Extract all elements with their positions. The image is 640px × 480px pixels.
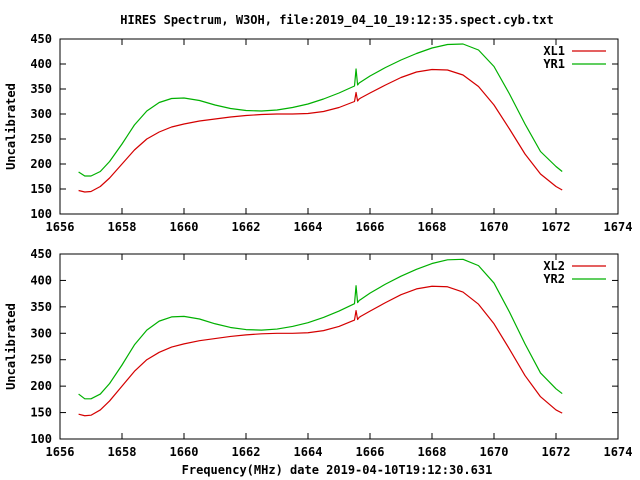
y-axis-label: Uncalibrated <box>4 303 18 390</box>
y-tick-label: 450 <box>30 32 52 46</box>
x-tick-label: 1656 <box>46 220 75 234</box>
plot-panel-1: 100 150 200 250 300 350 400 450 1656 1658 1660 1662… <box>4 32 632 234</box>
legend-label: YR1 <box>543 57 565 71</box>
y-tick-label: 100 <box>30 432 52 446</box>
x-tick-label: 1666 <box>356 220 385 234</box>
series-line-xl2 <box>78 285 563 417</box>
x-tick-label: 1668 <box>418 445 447 459</box>
y-tick-label: 200 <box>30 157 52 171</box>
legend-label: YR2 <box>543 272 565 286</box>
plot-frame <box>59 253 619 440</box>
y-tick-label: 350 <box>30 82 52 96</box>
y-tick-label: 300 <box>30 326 52 340</box>
x-tick-label: 1658 <box>108 220 137 234</box>
y-tick-label: 250 <box>30 353 52 367</box>
series-line-yr1 <box>78 43 563 177</box>
x-tick-label: 1672 <box>542 445 571 459</box>
y-tick-label: 250 <box>30 132 52 146</box>
x-tick-label: 1664 <box>294 220 323 234</box>
plot-panel-2: 100 150 200 250 300 350 400 450 1656 1658 1660 1662… <box>4 247 632 459</box>
y-axis-label: Uncalibrated <box>4 83 18 170</box>
y-tick-label: 400 <box>30 273 52 287</box>
x-tick-label: 1668 <box>418 220 447 234</box>
y-tick-label: 100 <box>30 207 52 221</box>
x-tick-label: 1660 <box>170 220 199 234</box>
y-tick-label: 300 <box>30 107 52 121</box>
y-tick-label: 200 <box>30 379 52 393</box>
legend-label: XL2 <box>543 259 565 273</box>
series-line-yr2 <box>78 258 563 400</box>
x-tick-label: 1674 <box>604 445 633 459</box>
y-tick-label: 400 <box>30 57 52 71</box>
x-tick-label: 1656 <box>46 445 75 459</box>
plot-frame <box>59 38 619 215</box>
series-line-xl1 <box>78 68 563 193</box>
x-axis-label: Frequency(MHz) date 2019-04-10T19:12:30.… <box>182 463 493 477</box>
x-tick-label: 1662 <box>232 220 261 234</box>
x-tick-label: 1664 <box>294 445 323 459</box>
x-tick-label: 1658 <box>108 445 137 459</box>
y-tick-label: 150 <box>30 406 52 420</box>
x-tick-label: 1662 <box>232 445 261 459</box>
x-tick-label: 1670 <box>480 445 509 459</box>
x-tick-label: 1660 <box>170 445 199 459</box>
chart-title: HIRES Spectrum, W3OH, file:2019_04_10_19… <box>120 13 553 28</box>
y-tick-label: 150 <box>30 182 52 196</box>
y-tick-label: 450 <box>30 247 52 261</box>
legend-label: XL1 <box>543 44 565 58</box>
x-tick-label: 1666 <box>356 445 385 459</box>
x-tick-label: 1672 <box>542 220 571 234</box>
x-tick-label: 1670 <box>480 220 509 234</box>
x-tick-label: 1674 <box>604 220 633 234</box>
y-tick-label: 350 <box>30 300 52 314</box>
